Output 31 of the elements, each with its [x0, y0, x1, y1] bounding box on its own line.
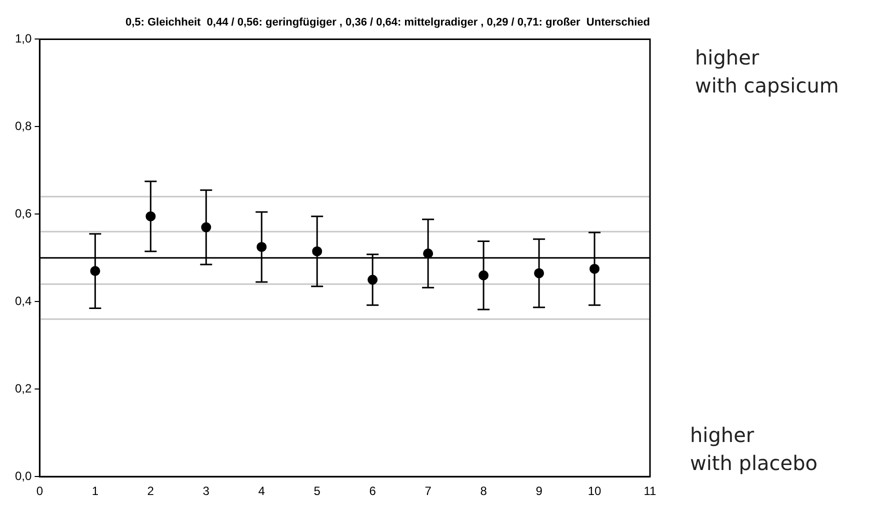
text: higher with capsicum	[695, 45, 839, 98]
x-tick-label: 1	[92, 484, 99, 498]
point	[478, 270, 489, 280]
chart-title: 0,5: Gleichheit 0,44 / 0,56: geringfügiger , 0,36 / 0,64: mittelgradiger , 0,29 / 0,71: großer Unterschied	[125, 16, 650, 29]
x-tick-label: 5	[314, 484, 321, 498]
text: higher with placebo	[690, 422, 818, 475]
y-tick-label: 1,0	[14, 32, 32, 46]
point	[256, 242, 267, 252]
x-tick-label: 7	[424, 484, 432, 498]
x-tick-label: 9	[536, 484, 543, 498]
y-tick-label: 0,8	[14, 118, 32, 133]
point	[534, 268, 544, 278]
point	[368, 274, 378, 285]
x-tick-label: 0	[36, 484, 44, 498]
point	[590, 264, 600, 274]
point	[90, 266, 100, 276]
y-tick-label: 0,0	[14, 468, 32, 483]
x-tick-label: 8	[480, 484, 488, 498]
point	[146, 211, 156, 222]
y-tick-label: 0,2	[14, 381, 32, 396]
x-tick-label: 6	[369, 484, 376, 498]
x-tick-label: 4	[258, 484, 266, 498]
point	[312, 246, 322, 256]
x-tick-label: 10	[588, 484, 602, 498]
x-tick-label: 2	[147, 484, 154, 498]
y-tick-label: 0,4	[14, 294, 32, 308]
x-tick-label: 11	[644, 484, 657, 498]
point	[423, 248, 434, 259]
y-tick-label: 0,6	[14, 206, 32, 220]
x-tick-label: 3	[202, 484, 210, 498]
point	[201, 222, 212, 232]
